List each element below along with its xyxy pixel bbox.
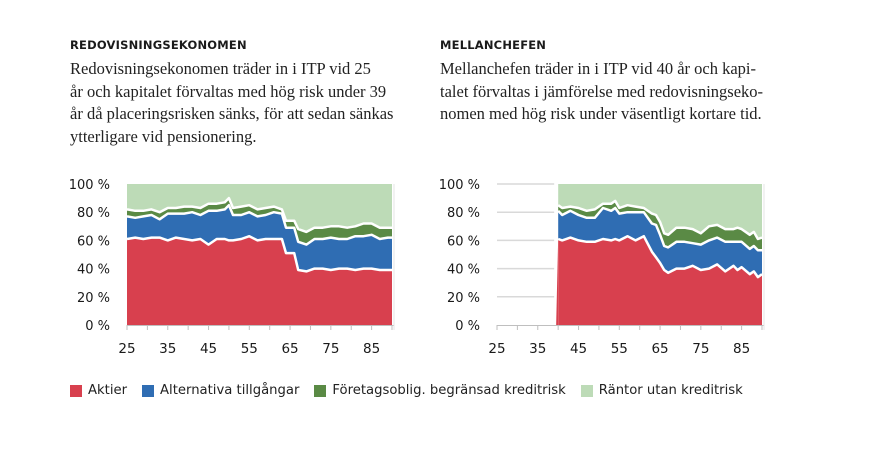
y-tick-label: 40 % [447,263,480,278]
area-alternativa [127,205,392,272]
y-tick-label: 60 % [447,234,480,249]
panel-title: MELLANCHEFEN [440,38,547,52]
x-tick-label: 55 [611,341,628,357]
area-aktier [127,236,392,325]
x-tick-label: 65 [651,341,668,357]
y-tick-label: 0 % [455,319,480,334]
description-line: år och kapitalet förvaltas med hög risk … [70,81,387,101]
description-line: år då placeringsrisken sänks, för att se… [70,104,394,123]
y-tick-label: 80 % [447,206,480,221]
legend-label: Räntor utan kreditrisk [598,383,743,398]
x-tick-label: 45 [570,341,587,357]
x-tick-label: 55 [241,341,258,357]
legend-item-aktier: Aktier [70,383,127,398]
area-foretagsoblig [127,198,392,245]
description-line: ytterligare vid pensionering. [70,126,257,146]
y-tick-label: 60 % [77,234,110,249]
x-tick-label: 25 [488,341,505,357]
separator-alternativa [126,203,392,246]
panel-description: Redovisningsekonomen träder in i ITP vid… [70,58,393,148]
x-tick-label: 25 [118,341,135,357]
legend-item-rantor: Räntor utan kreditrisk [580,383,743,398]
y-tick-label: 40 % [77,263,110,278]
y-tick-label: 20 % [447,291,480,306]
separator-foretagsoblig [126,196,392,234]
separator-aktier [126,234,392,273]
legend-label: Alternativa tillgångar [160,383,300,398]
legend-swatch-rantor [580,384,593,397]
description-line: talet förvaltas i jämförelse med redovis… [440,81,764,101]
x-tick-label: 85 [363,341,380,357]
separator-aktier [557,234,763,279]
y-tick-label: 80 % [77,206,110,221]
description-line: nomen med hög risk under väsentligt kort… [440,104,762,123]
legend-swatch-aktier [70,384,82,397]
x-tick-label: 75 [322,341,339,357]
x-tick-label: 65 [281,341,298,357]
panel-description: Mellanchefen träder in i ITP vid 40 år o… [440,58,763,126]
x-tick-label: 45 [200,341,217,357]
x-tick-label: 75 [692,341,709,357]
chart-legend: Aktier Alternativa tillgångar Företagsob… [70,383,758,398]
legend-item-alternativa: Alternativa tillgångar [142,383,299,398]
y-tick-label: 20 % [77,291,110,306]
x-tick-label: 35 [159,341,176,357]
legend-swatch-foretagsoblig [314,384,327,397]
area-alternativa [558,208,762,278]
y-tick-label: 0 % [85,319,110,334]
description-line: Mellanchefen träder in i ITP vid 40 år o… [440,59,756,78]
legend-item-foretagsoblig: Företagsoblig. begränsad kreditrisk [314,383,566,398]
area-aktier-entry [556,238,559,325]
area-aktier [558,236,762,325]
separator-alternativa [557,206,762,252]
y-tick-label: 100 % [69,178,110,193]
y-tick-label: 100 % [439,178,480,193]
legend-label: Aktier [88,383,128,398]
panel-title: REDOVISNINGSEKONOMEN [70,38,247,52]
legend-swatch-alternativa [142,384,155,397]
separator-foretagsoblig [557,199,763,241]
x-tick-label: 35 [529,341,546,357]
legend-label: Företagsoblig. begränsad kreditrisk [332,383,566,398]
description-line: Redovisningsekonomen träder in i ITP vid… [70,59,371,78]
x-tick-label: 85 [733,341,750,357]
